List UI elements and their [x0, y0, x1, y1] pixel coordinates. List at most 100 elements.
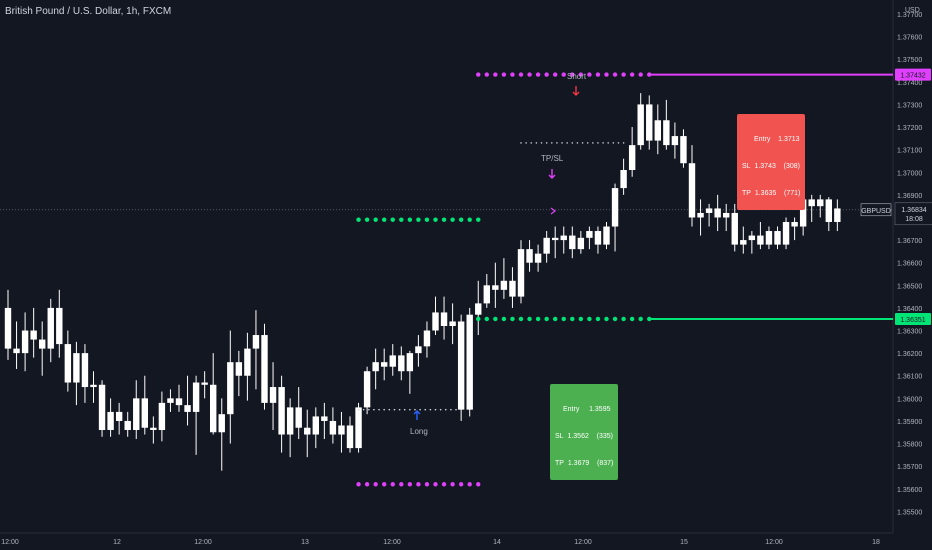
- candle-body[interactable]: [346, 425, 354, 449]
- candle-body[interactable]: [449, 321, 456, 326]
- candle-body[interactable]: [150, 427, 157, 430]
- candle-body[interactable]: [534, 253, 542, 263]
- candle-body[interactable]: [432, 312, 439, 331]
- candle-body[interactable]: [389, 355, 396, 367]
- candle-body[interactable]: [577, 237, 585, 250]
- candle-body[interactable]: [30, 330, 37, 340]
- candle-body[interactable]: [107, 411, 114, 430]
- candle-body[interactable]: [611, 188, 619, 227]
- candle-body[interactable]: [543, 237, 550, 254]
- candle-body[interactable]: [440, 312, 448, 326]
- candle-body[interactable]: [526, 249, 533, 263]
- candle-body[interactable]: [697, 212, 704, 218]
- candle-body[interactable]: [47, 307, 54, 349]
- candle-body[interactable]: [98, 384, 106, 430]
- candle-body[interactable]: [731, 212, 738, 245]
- candle-body[interactable]: [90, 384, 97, 388]
- candle-body[interactable]: [64, 344, 72, 383]
- candle-body[interactable]: [141, 398, 148, 428]
- candle-body[interactable]: [817, 199, 824, 207]
- candle-body[interactable]: [782, 222, 790, 245]
- candle-body[interactable]: [517, 249, 525, 297]
- candle-body[interactable]: [620, 170, 627, 189]
- candle-body[interactable]: [201, 382, 208, 385]
- candle-body[interactable]: [774, 231, 781, 245]
- candle-body[interactable]: [158, 402, 166, 430]
- candle-body[interactable]: [21, 330, 29, 354]
- candle-body[interactable]: [680, 136, 687, 164]
- candle-body[interactable]: [56, 307, 63, 345]
- candle-body[interactable]: [210, 384, 217, 433]
- symbol-title[interactable]: British Pound / U.S. Dollar, 1h, FXCM: [5, 6, 172, 17]
- candle-body[interactable]: [723, 212, 730, 218]
- candle-body[interactable]: [321, 416, 328, 421]
- candle-body[interactable]: [133, 398, 140, 430]
- candle-body[interactable]: [791, 222, 798, 227]
- candle-body[interactable]: [654, 120, 661, 141]
- candle-body[interactable]: [705, 208, 713, 213]
- candle-body[interactable]: [799, 199, 807, 227]
- candle-body[interactable]: [252, 335, 260, 349]
- candle-body[interactable]: [603, 226, 610, 245]
- candle-body[interactable]: [748, 235, 756, 241]
- candle-body[interactable]: [81, 353, 89, 388]
- candle-body[interactable]: [124, 420, 131, 430]
- candle-body[interactable]: [73, 353, 80, 383]
- candle-body[interactable]: [671, 136, 679, 146]
- candle-body[interactable]: [218, 414, 225, 433]
- candle-body[interactable]: [295, 407, 302, 428]
- candle-body[interactable]: [594, 231, 602, 245]
- candle-body[interactable]: [39, 339, 46, 349]
- candle-body[interactable]: [552, 237, 559, 241]
- candle-body[interactable]: [492, 285, 499, 290]
- candle-body[interactable]: [363, 371, 371, 408]
- candle-body[interactable]: [483, 285, 490, 304]
- candle-body[interactable]: [714, 208, 721, 218]
- candle-body[interactable]: [278, 387, 285, 435]
- candle-body[interactable]: [406, 353, 414, 372]
- candle-body[interactable]: [808, 199, 815, 207]
- candle-body[interactable]: [269, 387, 277, 403]
- candle-body[interactable]: [115, 411, 123, 421]
- candle-body[interactable]: [688, 163, 696, 218]
- candle-body[interactable]: [509, 280, 516, 297]
- candle-body[interactable]: [457, 321, 465, 410]
- candle-body[interactable]: [415, 346, 422, 354]
- candle-body[interactable]: [646, 104, 653, 141]
- candle-body[interactable]: [586, 231, 593, 238]
- candle-body[interactable]: [466, 314, 473, 410]
- candle-body[interactable]: [560, 235, 567, 241]
- candle-body[interactable]: [304, 427, 311, 435]
- candle-body[interactable]: [637, 104, 644, 146]
- candle-body[interactable]: [423, 330, 431, 347]
- candle-body[interactable]: [757, 235, 764, 245]
- candle-body[interactable]: [244, 348, 251, 376]
- candle-body[interactable]: [475, 303, 482, 315]
- candle-body[interactable]: [372, 362, 379, 372]
- candle-body[interactable]: [663, 120, 670, 146]
- candle-body[interactable]: [312, 416, 319, 435]
- candle-body[interactable]: [329, 420, 337, 435]
- candle-body[interactable]: [628, 145, 636, 170]
- candle-body[interactable]: [834, 208, 841, 222]
- candle-body[interactable]: [184, 405, 191, 412]
- candle-body[interactable]: [355, 407, 362, 449]
- candle-body[interactable]: [569, 235, 576, 250]
- candle-body[interactable]: [261, 335, 268, 403]
- candle-body[interactable]: [192, 382, 200, 412]
- candle-body[interactable]: [381, 362, 388, 367]
- candle-body[interactable]: [765, 231, 773, 245]
- candle-body[interactable]: [227, 362, 234, 415]
- candle-body[interactable]: [740, 240, 747, 245]
- candle-body[interactable]: [338, 425, 345, 435]
- candle-body[interactable]: [167, 398, 174, 403]
- candle-body[interactable]: [13, 348, 20, 354]
- candle-body[interactable]: [500, 280, 508, 290]
- candle-body[interactable]: [398, 355, 405, 372]
- candle-body[interactable]: [286, 407, 294, 435]
- candle-body[interactable]: [4, 307, 12, 349]
- candle-body[interactable]: [235, 362, 243, 376]
- candle-body[interactable]: [175, 398, 183, 406]
- candle-body[interactable]: [825, 199, 832, 222]
